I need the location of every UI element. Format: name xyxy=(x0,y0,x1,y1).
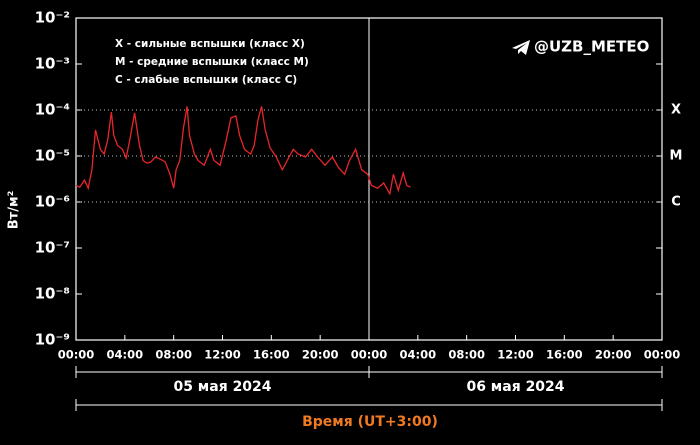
level-label: M xyxy=(670,149,683,164)
level-label: C xyxy=(671,195,681,210)
level-label: X xyxy=(671,103,681,118)
y-tick-label: 10⁻⁶ xyxy=(35,193,70,211)
x-tick-label: 04:00 xyxy=(400,348,437,362)
x-tick-label: 04:00 xyxy=(107,348,144,362)
x-tick-label: 08:00 xyxy=(155,348,192,362)
x-tick-label: 20:00 xyxy=(595,348,632,362)
y-tick-label: 10⁻⁷ xyxy=(35,239,70,257)
note: X - сильные вспышки (класс X) xyxy=(115,38,305,50)
x-tick-label: 00:00 xyxy=(351,348,388,362)
x-tick-label: 12:00 xyxy=(204,348,241,362)
y-tick-label: 10⁻⁸ xyxy=(35,285,70,303)
telegram-icon xyxy=(512,40,530,55)
y-tick-label: 10⁻⁴ xyxy=(35,101,70,119)
date-label: 06 мая 2024 xyxy=(466,379,564,395)
y-tick-label: 10⁻⁵ xyxy=(35,147,70,165)
x-axis-label: Время (UT+3:00) xyxy=(302,414,438,430)
y-tick-label: 10⁻⁹ xyxy=(35,331,70,349)
flux-line xyxy=(75,106,411,196)
x-tick-label: 00:00 xyxy=(58,348,95,362)
note: M - средние вспышки (класс M) xyxy=(115,56,309,68)
y-axis-label: Вт/м² xyxy=(7,191,22,230)
y-tick-label: 10⁻² xyxy=(35,9,70,27)
x-tick-label: 00:00 xyxy=(644,348,681,362)
date-label: 05 мая 2024 xyxy=(173,379,271,395)
x-tick-label: 12:00 xyxy=(497,348,534,362)
x-tick-label: 20:00 xyxy=(302,348,339,362)
x-tick-label: 08:00 xyxy=(448,348,485,362)
x-tick-label: 16:00 xyxy=(546,348,583,362)
x-tick-label: 16:00 xyxy=(253,348,290,362)
note: C - слабые вспышки (класс C) xyxy=(115,74,297,86)
watermark: @UZB_METEO xyxy=(534,38,649,56)
y-tick-label: 10⁻³ xyxy=(35,55,70,73)
